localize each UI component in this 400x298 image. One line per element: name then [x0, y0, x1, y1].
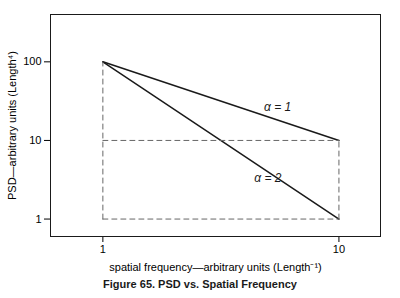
svg-text:α = 2: α = 2 [254, 171, 282, 185]
svg-text:10: 10 [29, 134, 41, 146]
svg-text:10: 10 [333, 243, 345, 255]
svg-text:PSD—arbitrary units (Length⁴): PSD—arbitrary units (Length⁴) [6, 51, 18, 200]
svg-text:100: 100 [23, 55, 41, 67]
svg-text:spatial frequency—arbitrary un: spatial frequency—arbitrary units (Lengt… [109, 261, 321, 273]
svg-text:1: 1 [100, 243, 106, 255]
svg-text:1: 1 [35, 213, 41, 225]
svg-text:α = 1: α = 1 [264, 100, 291, 114]
html-text:Figure 65. PSD vs. Spatial Fre: Figure 65. PSD vs. Spatial Frequency [103, 278, 297, 290]
